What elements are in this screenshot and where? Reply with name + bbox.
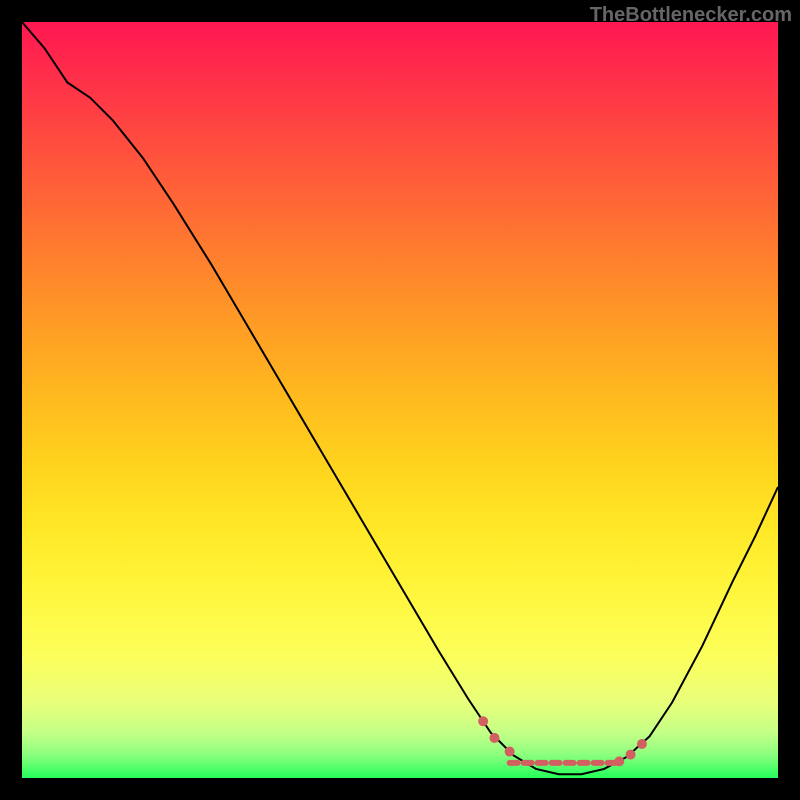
trough-marker: [614, 756, 624, 766]
trough-marker: [505, 747, 515, 757]
trough-marker: [478, 716, 488, 726]
watermark-text: TheBottlenecker.com: [590, 4, 792, 27]
trough-markers: [478, 716, 647, 766]
curve-path: [22, 22, 778, 774]
trough-marker: [626, 750, 636, 760]
bottleneck-curve: [22, 22, 778, 778]
trough-marker: [637, 739, 647, 749]
chart-plot-area: [22, 22, 778, 778]
trough-marker: [490, 733, 500, 743]
